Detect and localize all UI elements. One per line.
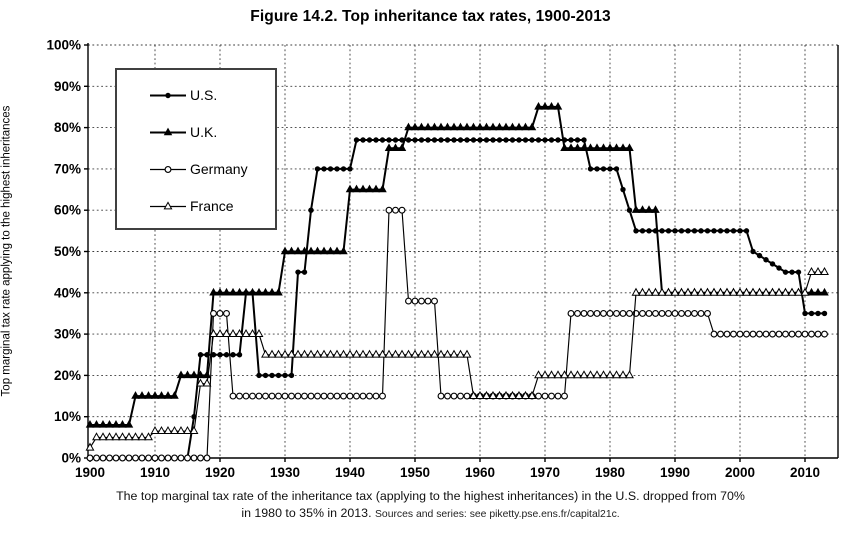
caption-line-2-text: in 1980 to 35% in 2013. <box>241 505 372 520</box>
x-tick-labels: 1900 1910 1920 1930 1940 1950 1960 1970 1980 1990… <box>75 465 820 480</box>
svg-text:1960: 1960 <box>465 465 495 480</box>
svg-text:2010: 2010 <box>790 465 820 480</box>
svg-text:1940: 1940 <box>335 465 365 480</box>
filled-circle-legend-marker-icon <box>150 92 186 98</box>
svg-text:1920: 1920 <box>205 465 235 480</box>
series-france <box>85 267 829 451</box>
caption: The top marginal tax rate of the inherit… <box>0 488 861 523</box>
legend-label: Germany <box>190 160 248 177</box>
svg-text:1910: 1910 <box>140 465 170 480</box>
legend-label: France <box>190 197 234 214</box>
svg-text:1930: 1930 <box>270 465 300 480</box>
svg-text:80%: 80% <box>54 120 81 135</box>
svg-text:90%: 90% <box>54 79 81 94</box>
axes <box>84 43 839 462</box>
svg-text:60%: 60% <box>54 203 81 218</box>
legend-label: U.K. <box>190 123 218 140</box>
y-tick-labels: 0% 10% 20% 30% 40% 50% 60% 70% 80% 90% 100% <box>46 38 81 466</box>
svg-text:50%: 50% <box>54 244 81 259</box>
svg-text:1950: 1950 <box>400 465 430 480</box>
caption-source: Sources and series: see piketty.pse.ens.… <box>374 508 620 520</box>
svg-text:100%: 100% <box>46 38 81 53</box>
legend-item-us: U.S. <box>117 76 275 113</box>
legend-label: U.S. <box>190 86 218 103</box>
legend: U.S. U.K. Germany France <box>115 68 277 230</box>
svg-text:1980: 1980 <box>595 465 625 480</box>
svg-text:10%: 10% <box>54 409 81 424</box>
open-triangle-legend-marker-icon <box>150 200 186 209</box>
legend-item-france: France <box>117 187 275 224</box>
svg-text:0%: 0% <box>61 451 81 466</box>
svg-text:1990: 1990 <box>660 465 690 480</box>
chart-title: Figure 14.2. Top inheritance tax rates, … <box>250 8 611 25</box>
svg-text:30%: 30% <box>54 327 81 342</box>
legend-item-uk: U.K. <box>117 113 275 150</box>
legend-item-germany: Germany <box>117 150 275 187</box>
svg-text:1900: 1900 <box>75 465 105 480</box>
y-axis-title: Top marginal tax rate applying to the hi… <box>0 105 13 397</box>
svg-text:1970: 1970 <box>530 465 560 480</box>
open-circle-legend-marker-icon <box>150 165 186 173</box>
filled-triangle-legend-marker-icon <box>150 127 186 135</box>
svg-text:70%: 70% <box>54 161 81 176</box>
caption-line-2: in 1980 to 35% in 2013. Sources and seri… <box>0 505 861 524</box>
svg-text:20%: 20% <box>54 368 81 383</box>
caption-line-1: The top marginal tax rate of the inherit… <box>116 489 745 503</box>
svg-text:2000: 2000 <box>725 465 755 480</box>
svg-text:40%: 40% <box>54 285 81 300</box>
